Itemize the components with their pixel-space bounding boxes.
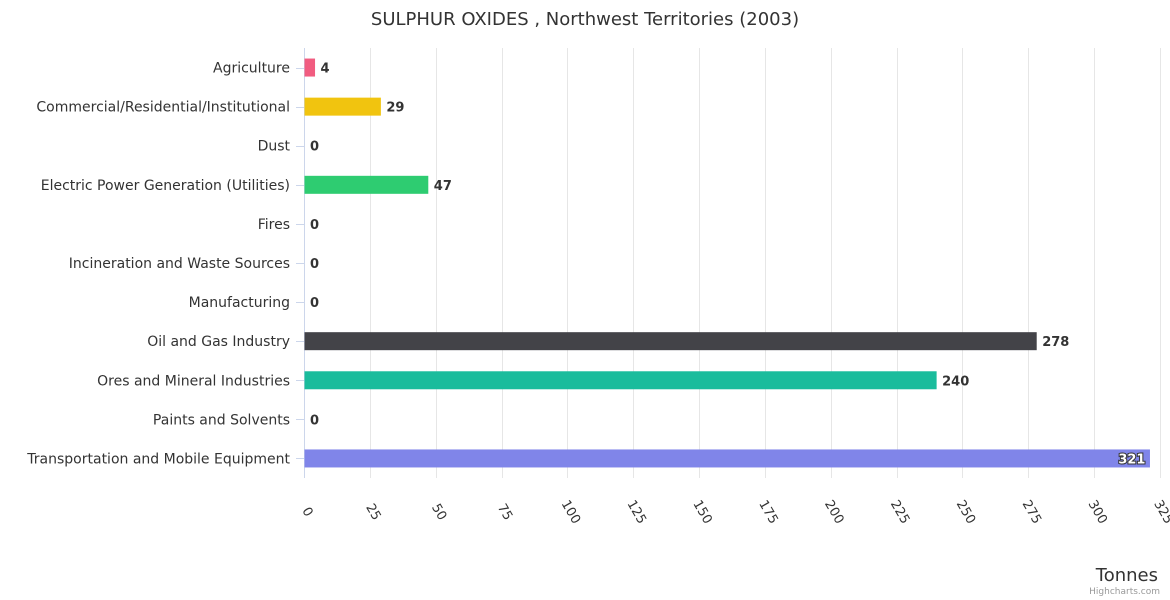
data-label: 4 [321, 62, 330, 77]
bar[interactable] [304, 371, 937, 390]
credits-link[interactable]: Highcharts.com [1089, 587, 1160, 597]
bars [304, 58, 1150, 468]
x-tick-label: 0 [298, 505, 315, 520]
x-tick-label: 200 [821, 498, 846, 527]
x-tick-label: 300 [1084, 498, 1109, 527]
category-label: Transportation and Mobile Equipment [26, 451, 290, 467]
data-label: 0 [310, 296, 319, 311]
data-label: 47 [434, 179, 452, 194]
category-label: Ores and Mineral Industries [97, 373, 290, 389]
x-tick-label: 75 [494, 501, 515, 523]
category-label: Fires [258, 217, 290, 233]
bar[interactable] [304, 175, 429, 194]
category-label: Paints and Solvents [153, 412, 290, 428]
bar[interactable] [304, 449, 1150, 468]
x-tick-label: 175 [755, 498, 780, 527]
x-tick-label: 275 [1019, 498, 1044, 527]
x-tick-label: 325 [1150, 498, 1170, 527]
category-label: Incineration and Waste Sources [69, 256, 290, 272]
category-label: Electric Power Generation (Utilities) [41, 178, 290, 194]
data-label: 321 [1118, 452, 1145, 467]
data-label: 278 [1042, 335, 1069, 350]
x-axis-title: Tonnes [1095, 565, 1158, 586]
chart-title: SULPHUR OXIDES , Northwest Territories (… [371, 9, 799, 30]
x-tick-label: 100 [558, 498, 583, 527]
x-tick-label: 25 [362, 501, 383, 523]
bar[interactable] [304, 332, 1037, 351]
grid-lines [296, 48, 1161, 478]
bar[interactable] [304, 58, 316, 77]
category-label: Dust [258, 139, 291, 155]
data-label: 29 [386, 101, 404, 116]
data-labels: 4 29 0 47 0 0 0 278 240 0 321 [310, 62, 1146, 469]
data-label: 0 [310, 413, 319, 428]
x-tick-label: 225 [887, 498, 912, 527]
data-label: 0 [310, 218, 319, 233]
category-label: Commercial/Residential/Institutional [36, 100, 290, 116]
category-labels: Agriculture Commercial/Residential/Instit… [26, 61, 290, 468]
x-tick-label: 50 [428, 501, 449, 523]
x-tick-label: 150 [689, 498, 714, 527]
category-label: Agriculture [213, 61, 290, 77]
category-label: Manufacturing [189, 295, 290, 311]
data-label: 0 [310, 257, 319, 272]
data-label: 240 [942, 374, 969, 389]
data-label: 0 [310, 140, 319, 155]
x-axis-tick-labels: 0 25 50 75 100 125 150 175 200 225 250 275 300 325 [298, 498, 1170, 527]
x-tick-label: 125 [624, 498, 649, 527]
bar[interactable] [304, 97, 381, 116]
category-label: Oil and Gas Industry [147, 334, 290, 350]
x-tick-label: 250 [953, 498, 978, 527]
